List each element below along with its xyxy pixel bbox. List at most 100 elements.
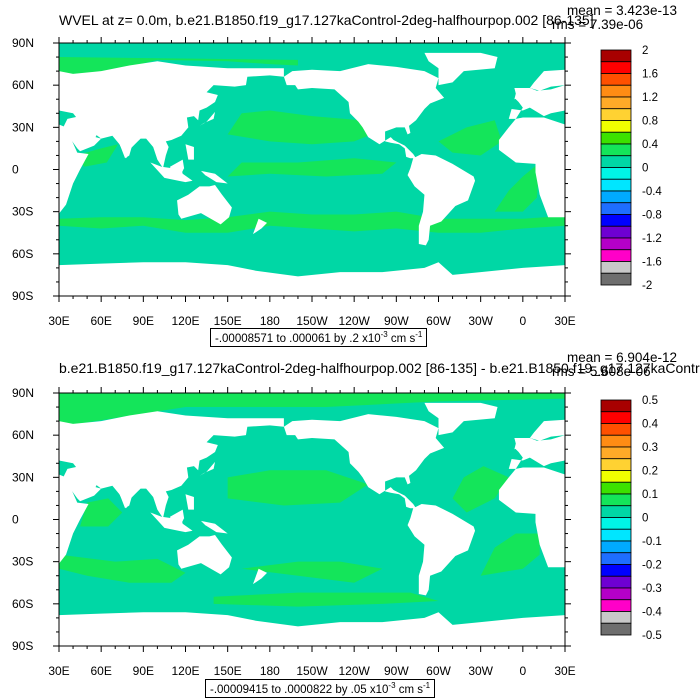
y-tick-label: 60N (12, 78, 34, 92)
x-tick-label: 120W (338, 664, 370, 678)
colorbar-swatch (600, 599, 632, 612)
colorbar-label: -0.4 (642, 186, 662, 198)
land-mask (424, 52, 498, 86)
x-tick-label: 30E (554, 664, 575, 678)
velocity-region (494, 162, 540, 212)
colorbar-label: -0.1 (642, 536, 662, 548)
land-mask (529, 419, 565, 441)
colorbar-swatch (600, 143, 632, 157)
colorbar-label: 1.2 (642, 92, 658, 104)
colorbar-swatch (600, 202, 632, 215)
x-tick-label: 150E (214, 314, 242, 328)
land-mask (112, 135, 141, 159)
colorbar-swatch (600, 399, 632, 413)
x-tick-label: 180 (260, 314, 280, 328)
colorbar-label: -0.4 (642, 607, 662, 619)
top-panel: 30E 60E 90E 120E 150E 180 150W 120W 90W 60W 30W 0 30… (12, 3, 677, 347)
top-rms-label: rms = 7.39e-06 (552, 17, 644, 32)
colorbar-label: -1.6 (642, 257, 662, 269)
colorbar-label: -0.3 (642, 583, 662, 595)
land-mask (283, 64, 445, 159)
colorbar-swatch (600, 272, 632, 286)
colorbar-swatch (600, 96, 632, 110)
land-mask (59, 124, 89, 214)
x-tick-label: 30E (48, 664, 69, 678)
land-mask (170, 509, 185, 524)
x-tick-label: 30E (554, 314, 575, 328)
colorbar-label: 0.4 (642, 139, 659, 151)
x-tick-label: 30E (48, 314, 69, 328)
colorbar-label: -2 (642, 280, 652, 292)
land-mask (508, 85, 565, 119)
y-tick-label: 90S (12, 289, 33, 303)
land-mask (200, 170, 228, 184)
colorbar-swatch (600, 108, 632, 121)
velocity-region (59, 554, 186, 583)
colorbar-label: -1.2 (642, 233, 662, 245)
bottom-map-plot: 30E 60E 90E 120E 150E 180 150W 120W 90W 60W 30W 0 30… (12, 386, 662, 678)
land-mask (59, 411, 284, 519)
x-tick-label: 30W (468, 664, 493, 678)
top-contour-range-label: -.00008571 to .000061 by .2 x10-3 cm s-1 (210, 328, 428, 347)
colorbar-swatch (600, 458, 632, 471)
velocity-region (480, 533, 540, 576)
land-mask (407, 504, 476, 596)
bottom-mean-label: mean = 6.904e-12 (567, 350, 677, 365)
land-mask (514, 437, 523, 450)
land-mask (63, 466, 102, 502)
velocity-region (59, 57, 298, 93)
x-tick-label: 60E (90, 314, 111, 328)
y-tick-label: 90N (12, 36, 34, 50)
colorbar-swatch (600, 505, 632, 518)
colorbar-swatch (600, 423, 632, 436)
velocity-region (227, 470, 369, 506)
map-field (59, 393, 565, 646)
top-mean-label: mean = 3.423e-13 (567, 3, 677, 18)
colorbar-label: 0.3 (642, 442, 658, 454)
y-tick-label: 90N (12, 386, 34, 400)
colorbar-swatch (600, 528, 632, 542)
colorbar-swatch (600, 261, 632, 274)
land-mask (498, 467, 565, 568)
land-mask (185, 144, 194, 160)
colorbar-swatch (600, 564, 632, 577)
colorbar-swatch (600, 225, 632, 239)
colorbar-swatch (600, 84, 632, 98)
colorbar-swatch (600, 470, 632, 483)
land-mask (407, 154, 476, 246)
colorbar-label: 0 (642, 513, 648, 525)
colorbar-label: -0.5 (642, 630, 662, 642)
colorbar-swatch (600, 622, 632, 636)
land-mask (150, 512, 193, 533)
y-tick-label: 60S (12, 597, 33, 611)
colorbar-swatch (600, 131, 632, 145)
colorbar-swatch (600, 517, 632, 530)
x-tick-label: 180 (260, 664, 280, 678)
y-tick-label: 60N (12, 428, 34, 442)
colorbar-swatch (600, 190, 632, 204)
land-mask (59, 262, 565, 296)
land-mask (283, 414, 445, 509)
top-map-plot: 30E 60E 90E 120E 150E 180 150W 120W 90W 60W 30W 0 30… (12, 36, 662, 328)
land-mask (199, 111, 216, 126)
x-tick-label: 120E (171, 664, 199, 678)
bottom-panel: 30E 60E 90E 120E 150E 180 150W 120W 90W 60W 30W 0 30… (0, 350, 700, 700)
x-tick-label: 60E (90, 664, 111, 678)
land-mask (498, 117, 565, 218)
colorbar-swatch (600, 540, 632, 554)
velocity-region (59, 211, 565, 233)
y-tick-label: 0 (12, 163, 19, 177)
bottom-rms-label: rms = 5.608e-06 (552, 364, 651, 379)
y-tick-label: 30S (12, 555, 33, 569)
colorbar-label: -0.8 (642, 210, 662, 222)
colorbar-swatch (600, 434, 632, 448)
y-tick-label: 90S (12, 639, 33, 653)
colorbar-swatch (600, 61, 632, 74)
colorbar-swatch (600, 552, 632, 565)
colorbar-label: 0.1 (642, 489, 658, 501)
map-field (59, 43, 565, 296)
velocity-region (438, 120, 502, 156)
velocity-region (227, 158, 397, 177)
land-mask (252, 568, 268, 585)
colorbar-swatch (600, 611, 632, 624)
